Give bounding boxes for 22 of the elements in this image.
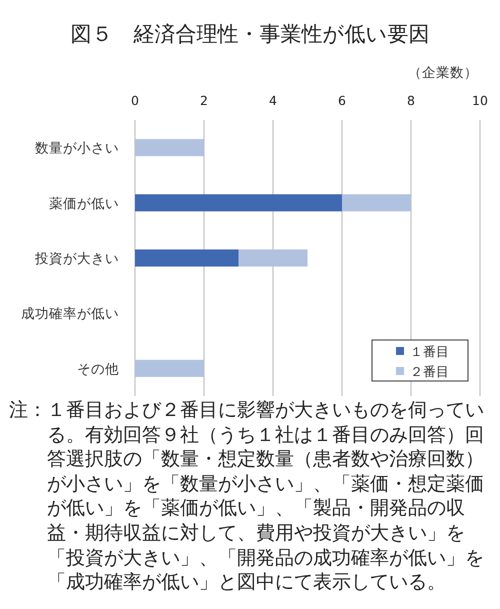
x-tick-label: 6 [338,93,346,108]
x-tick-label: 8 [407,93,416,108]
y-tick-label: 投資が大きい [34,251,119,267]
legend-label: １番目 [410,345,449,360]
bar [135,194,342,212]
y-tick-label: その他 [77,361,119,378]
x-tick-label: 10 [472,93,488,108]
x-tick-label: 4 [269,93,278,108]
text: 注：１番目および２番目に影響が大きいものを伺っている。有効回答９社（うち１社は１番目のみ回答）回答選択肢の「数量・想定数量（患者数や治療回数）が小さい」を「数量が小さい」、「薬価・想定薬価が低い」を「薬価が低い」、「製品・開発品の収益・期待収益に対して、費用や投資が大きい」を「投資が大きい」、「開発品の成功確率が低い」を「成功確率が低い」と図中にて表示している。 [9,398,485,595]
bar [135,249,238,267]
bar [342,194,411,212]
y-tick-label: 成功確率が低い [21,306,119,322]
x-axis-title: （企業数） [408,65,478,81]
y-tick-label: 薬価が低い [49,196,119,212]
bar [135,360,204,377]
x-tick-label: 0 [131,93,140,108]
y-tick-label: 数量が小さい [35,140,119,157]
legend-label: ２番目 [410,365,449,380]
chart-title: 図５ 経済合理性・事業性が低い要因 [70,22,430,46]
bar [238,249,308,267]
x-tick-label: 2 [200,93,208,108]
bar [135,139,204,156]
